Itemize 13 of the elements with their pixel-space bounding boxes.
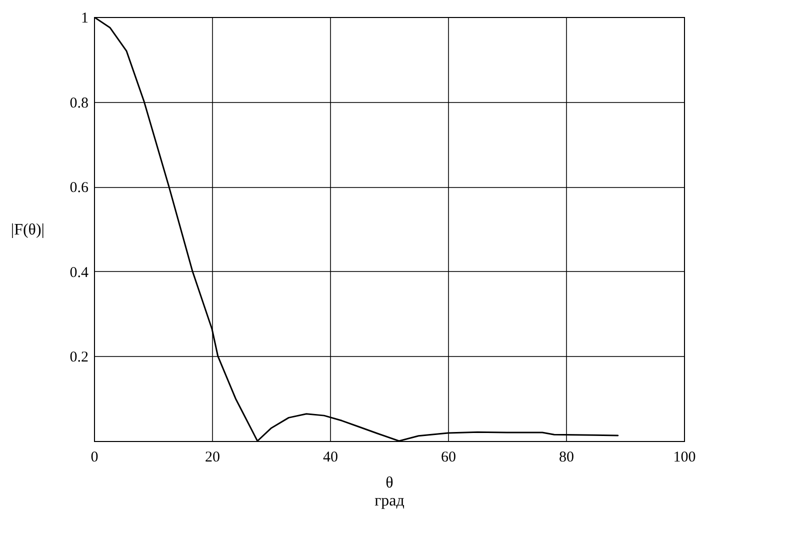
y-tick-label: 1 xyxy=(81,10,88,26)
x-tick-label: 60 xyxy=(441,450,456,466)
y-tick-label: 0.2 xyxy=(70,350,88,366)
x-axis-title: θ град xyxy=(374,474,404,510)
y-tick-label: 0.4 xyxy=(70,264,89,281)
x-tick-label: 80 xyxy=(559,450,574,466)
x-tick-label: 100 xyxy=(673,450,696,466)
y-axis-title: |F(θ)| xyxy=(10,222,44,238)
x-tick-label: 40 xyxy=(323,450,338,466)
x-tick-label: 20 xyxy=(205,450,220,466)
y-tick-label: 0.6 xyxy=(70,180,89,196)
x-tick-label: 0 xyxy=(90,450,98,466)
y-tick-label: 0.8 xyxy=(70,95,88,112)
